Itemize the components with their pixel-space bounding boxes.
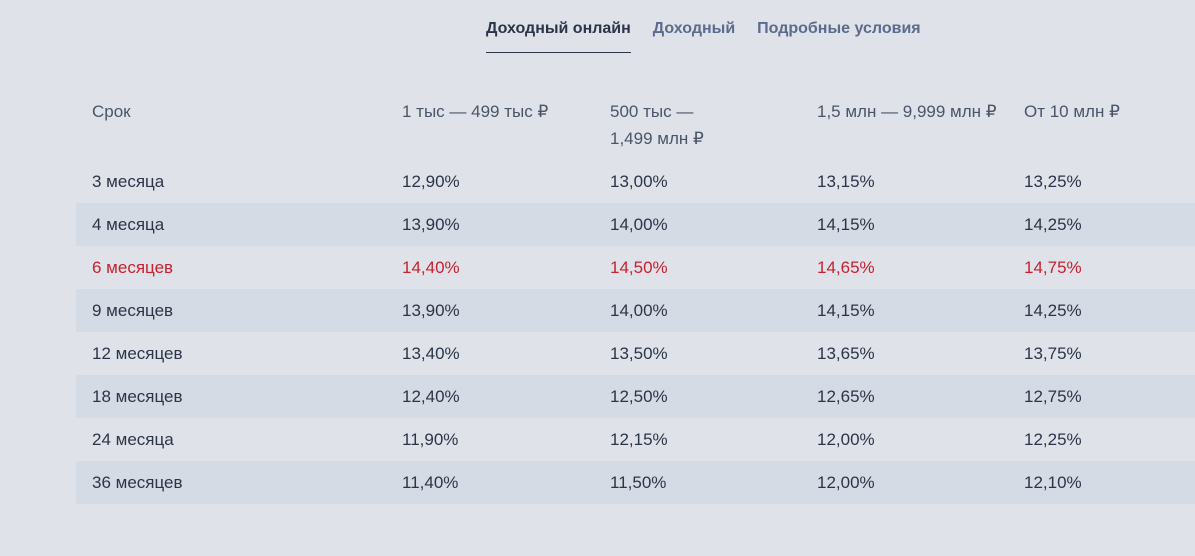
tab-dohodny[interactable]: Доходный	[652, 20, 736, 37]
rate-cell: 13,40%	[402, 344, 460, 363]
table-row: 12 месяцев 13,40% 13,50% 13,65% 13,75%	[76, 332, 1195, 375]
header-amount-4: От 10 млн ₽	[1024, 102, 1120, 121]
term-cell: 9 месяцев	[92, 301, 174, 320]
rate-cell: 13,00%	[610, 172, 668, 191]
rate-cell: 13,65%	[817, 344, 875, 363]
rate-cell: 14,15%	[817, 301, 875, 320]
term-cell: 3 месяца	[92, 172, 165, 191]
rate-cell: 13,50%	[610, 344, 668, 363]
rate-cell: 13,75%	[1024, 344, 1082, 363]
rate-cell: 13,90%	[402, 301, 460, 320]
table-row: 36 месяцев 11,40% 11,50% 12,00% 12,10%	[76, 461, 1195, 504]
header-term: Срок	[92, 102, 131, 121]
rates-table: Срок 1 тыс — 499 тыс ₽ 500 тыс — 1,499 м…	[76, 90, 1195, 504]
term-cell: 18 месяцев	[92, 387, 183, 406]
rate-cell: 11,90%	[402, 430, 459, 449]
header-amount-3: 1,5 млн — 9,999 млн ₽	[817, 102, 997, 121]
rate-cell: 13,90%	[402, 215, 460, 234]
table-row-highlighted: 6 месяцев 14,40% 14,50% 14,65% 14,75%	[76, 246, 1195, 289]
rate-cell: 14,00%	[610, 301, 668, 320]
rate-cell: 14,50%	[610, 258, 668, 277]
rate-cell: 12,15%	[610, 430, 668, 449]
rate-cell: 11,50%	[610, 473, 667, 492]
table-row: 24 месяца 11,90% 12,15% 12,00% 12,25%	[76, 418, 1195, 461]
rate-cell: 14,00%	[610, 215, 668, 234]
table-row: 9 месяцев 13,90% 14,00% 14,15% 14,25%	[76, 289, 1195, 332]
rate-cell: 14,40%	[402, 258, 460, 277]
table-row: 3 месяца 12,90% 13,00% 13,15% 13,25%	[76, 160, 1195, 203]
term-cell: 24 месяца	[92, 430, 174, 449]
term-cell: 12 месяцев	[92, 344, 183, 363]
rate-cell: 13,25%	[1024, 172, 1082, 191]
rate-cell: 14,15%	[817, 215, 875, 234]
header-amount-1: 1 тыс — 499 тыс ₽	[402, 102, 549, 121]
header-amount-2: 500 тыс — 1,499 млн ₽	[610, 102, 704, 148]
tab-detailed-conditions[interactable]: Подробные условия	[757, 20, 921, 37]
rate-cell: 12,00%	[817, 473, 875, 492]
rate-cell: 14,75%	[1024, 258, 1082, 277]
tabs: Доходный онлайн Доходный Подробные услов…	[486, 20, 943, 53]
table-row: 4 месяца 13,90% 14,00% 14,15% 14,25%	[76, 203, 1195, 246]
rate-cell: 12,25%	[1024, 430, 1082, 449]
table-header: Срок 1 тыс — 499 тыс ₽ 500 тыс — 1,499 м…	[76, 90, 1195, 160]
rate-cell: 12,50%	[610, 387, 668, 406]
term-cell: 6 месяцев	[92, 258, 174, 277]
rate-cell: 11,40%	[402, 473, 459, 492]
tab-dohodny-online[interactable]: Доходный онлайн	[486, 20, 631, 53]
term-cell: 4 месяца	[92, 215, 165, 234]
rate-cell: 13,15%	[817, 172, 875, 191]
rate-cell: 14,25%	[1024, 215, 1082, 234]
rate-cell: 12,00%	[817, 430, 875, 449]
rate-cell: 14,65%	[817, 258, 875, 277]
term-cell: 36 месяцев	[92, 473, 183, 492]
rate-cell: 12,65%	[817, 387, 875, 406]
rate-cell: 12,10%	[1024, 473, 1082, 492]
rate-cell: 12,40%	[402, 387, 460, 406]
rate-cell: 12,90%	[402, 172, 460, 191]
rate-cell: 12,75%	[1024, 387, 1082, 406]
table-row: 18 месяцев 12,40% 12,50% 12,65% 12,75%	[76, 375, 1195, 418]
rate-cell: 14,25%	[1024, 301, 1082, 320]
